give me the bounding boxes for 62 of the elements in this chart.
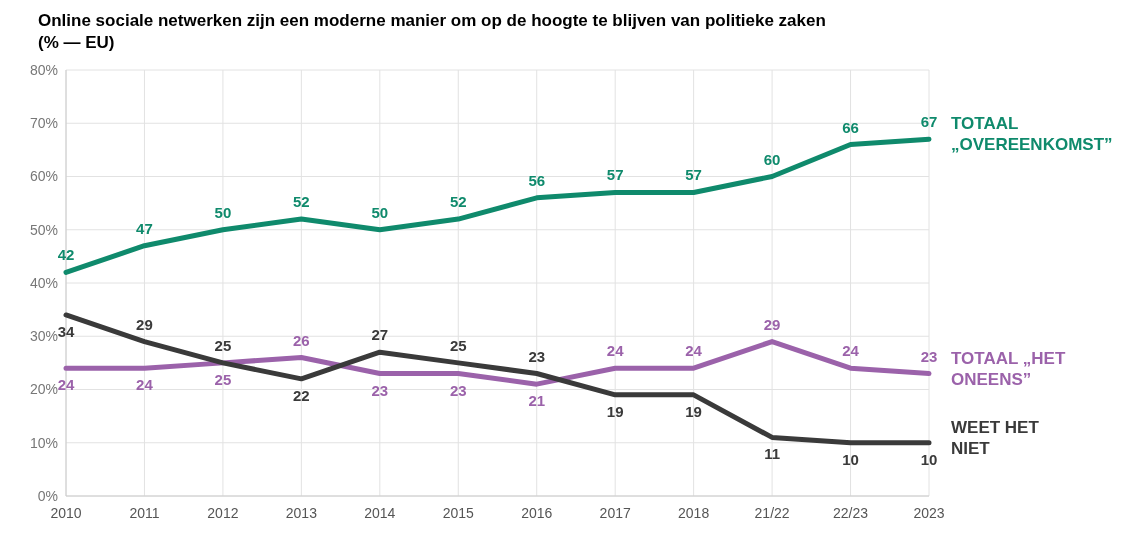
data-label: 24 <box>57 376 75 394</box>
data-label: 22 <box>293 386 310 404</box>
x-tick-label: 2010 <box>50 505 82 521</box>
y-tick-label: 70% <box>29 115 58 132</box>
data-label: 34 <box>57 322 75 340</box>
data-label: 57 <box>685 166 702 184</box>
data-label: 27 <box>371 326 389 344</box>
x-tick-label: 2016 <box>521 505 553 521</box>
chart-title: Online sociale netwerken zijn een moderne manier om op de hoogte te blijven van politieke zaken <box>38 11 826 30</box>
data-label: 23 <box>528 347 546 365</box>
data-label: 24 <box>606 342 625 360</box>
data-label: 24 <box>685 342 703 360</box>
data-label: 23 <box>371 381 389 399</box>
y-tick-label: 20% <box>29 381 58 398</box>
data-label: 25 <box>214 370 232 388</box>
chart-subtitle: (% — EU) <box>38 33 115 52</box>
data-label: 52 <box>449 193 467 211</box>
x-tick-label: 2012 <box>207 505 239 521</box>
series-label: TOTAAL „HET ONEENS” <box>951 348 1066 389</box>
data-label: 23 <box>920 347 938 365</box>
data-label: 57 <box>606 166 624 184</box>
data-label: 66 <box>842 118 859 136</box>
y-tick-label: 80% <box>29 61 58 78</box>
y-tick-label: 50% <box>29 221 58 238</box>
data-label: 26 <box>293 331 310 349</box>
data-label: 10 <box>920 450 938 468</box>
data-label: 25 <box>214 336 232 354</box>
data-label: 19 <box>685 402 702 420</box>
data-label: 52 <box>293 193 310 211</box>
y-tick-label: 10% <box>29 434 58 451</box>
data-label: 50 <box>371 203 389 221</box>
data-label: 42 <box>57 246 75 264</box>
x-tick-label: 2018 <box>678 505 710 521</box>
series-label: WEET HET NIET <box>951 417 1040 458</box>
data-label: 67 <box>920 113 938 131</box>
x-tick-label: 22/23 <box>833 505 869 521</box>
data-label: 50 <box>214 203 232 221</box>
data-label: 29 <box>763 315 781 333</box>
data-label: 29 <box>136 315 153 333</box>
data-label: 24 <box>136 376 154 394</box>
x-tick-label: 2017 <box>599 505 631 521</box>
x-tick-label: 2014 <box>364 505 396 521</box>
y-tick-label: 30% <box>29 328 58 345</box>
data-label: 21 <box>528 392 546 410</box>
data-label: 56 <box>528 171 546 189</box>
x-tick-label: 2015 <box>442 505 475 521</box>
x-tick-label: 2011 <box>129 505 160 521</box>
y-tick-label: 40% <box>29 274 58 291</box>
y-tick-label: 0% <box>37 487 58 504</box>
data-label: 11 <box>764 445 781 463</box>
data-label: 24 <box>842 342 860 360</box>
data-label: 60 <box>763 150 781 168</box>
x-tick-label: 2023 <box>913 505 945 521</box>
x-tick-label: 2013 <box>285 505 318 521</box>
data-label: 10 <box>842 450 859 468</box>
data-label: 47 <box>136 219 153 237</box>
data-label: 23 <box>449 381 467 399</box>
data-label: 25 <box>449 336 467 354</box>
y-tick-label: 60% <box>29 168 58 185</box>
x-tick-label: 21/22 <box>754 505 790 521</box>
data-label: 19 <box>606 402 624 420</box>
series-label: TOTAAL „OVEREENKOMST” <box>951 114 1113 155</box>
